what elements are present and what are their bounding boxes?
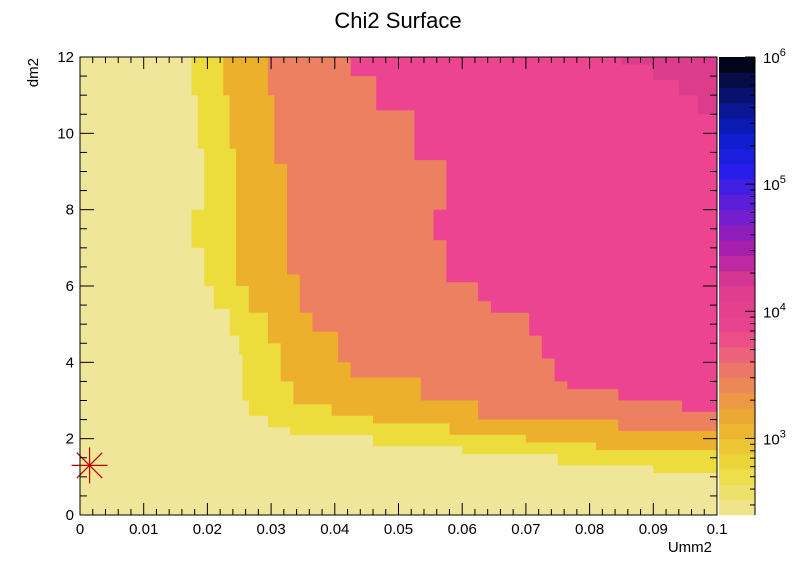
palette-band xyxy=(719,286,755,302)
palette-band xyxy=(719,118,755,134)
palette-band xyxy=(719,255,755,272)
x-tick-label: 0.02 xyxy=(193,521,222,538)
palette-band xyxy=(719,240,755,256)
palette-band xyxy=(719,72,755,88)
palette-band xyxy=(719,102,755,119)
x-tick-label: 0.01 xyxy=(129,521,158,538)
y-tick-label: 12 xyxy=(57,49,74,66)
x-tick-label: 0.1 xyxy=(707,521,728,538)
palette-band xyxy=(719,87,755,104)
x-tick-label: 0 xyxy=(76,521,84,538)
palette-band xyxy=(719,163,755,180)
z-tick-label: 105 xyxy=(763,174,786,194)
best-fit-marker xyxy=(71,447,108,484)
palette-band xyxy=(719,408,755,424)
y-tick-label: 10 xyxy=(57,125,74,142)
z-tick-label: 104 xyxy=(763,301,786,321)
x-axis-title: Umm2 xyxy=(668,539,712,556)
y-tick-label: 8 xyxy=(66,202,74,219)
y-tick-label: 6 xyxy=(66,278,74,295)
palette-band xyxy=(719,499,755,516)
color-palette: 103 104 105 106 xyxy=(719,47,786,516)
palette-band xyxy=(719,331,755,348)
palette-band xyxy=(719,316,755,333)
y-axis-title: dm2 xyxy=(25,58,42,87)
x-tick-label: 0.05 xyxy=(384,521,413,538)
palette-band xyxy=(719,484,755,501)
z-tick-label: 106 xyxy=(763,47,786,67)
x-tick-label: 0.03 xyxy=(256,521,285,538)
palette-band xyxy=(719,194,755,211)
palette-band xyxy=(719,423,755,440)
x-tick-label: 0.09 xyxy=(639,521,668,538)
z-tick-label: 103 xyxy=(763,428,786,448)
palette-band xyxy=(719,392,755,409)
palette-band xyxy=(719,377,755,394)
y-tick-label: 0 xyxy=(66,507,74,524)
x-tick-label: 0.04 xyxy=(320,521,349,538)
plot-area xyxy=(71,57,718,515)
y-tick-label: 2 xyxy=(66,431,74,448)
palette-band xyxy=(719,57,755,73)
y-tick-label: 4 xyxy=(66,354,74,371)
palette-band xyxy=(719,438,755,455)
palette-band xyxy=(719,453,755,470)
palette-band xyxy=(719,148,755,165)
palette-band xyxy=(719,301,755,317)
level-region-4 xyxy=(350,57,717,412)
level-region-5 xyxy=(621,57,717,115)
palette-band xyxy=(719,362,755,378)
palette-band xyxy=(719,133,755,149)
palette-band xyxy=(719,209,755,226)
palette-band xyxy=(719,347,755,363)
axes: 0 0.01 0.02 0.03 0.04 0.05 0.06 0.07 0.08 0.09 0.1… xyxy=(57,49,727,538)
palette-band xyxy=(719,469,755,485)
x-tick-label: 0.07 xyxy=(511,521,540,538)
palette-band xyxy=(719,224,755,241)
palette-band xyxy=(719,270,755,287)
x-tick-label: 0.08 xyxy=(575,521,604,538)
chart-title: Chi2 Surface xyxy=(334,8,461,33)
palette-band xyxy=(719,179,755,195)
x-tick-label: 0.06 xyxy=(448,521,477,538)
